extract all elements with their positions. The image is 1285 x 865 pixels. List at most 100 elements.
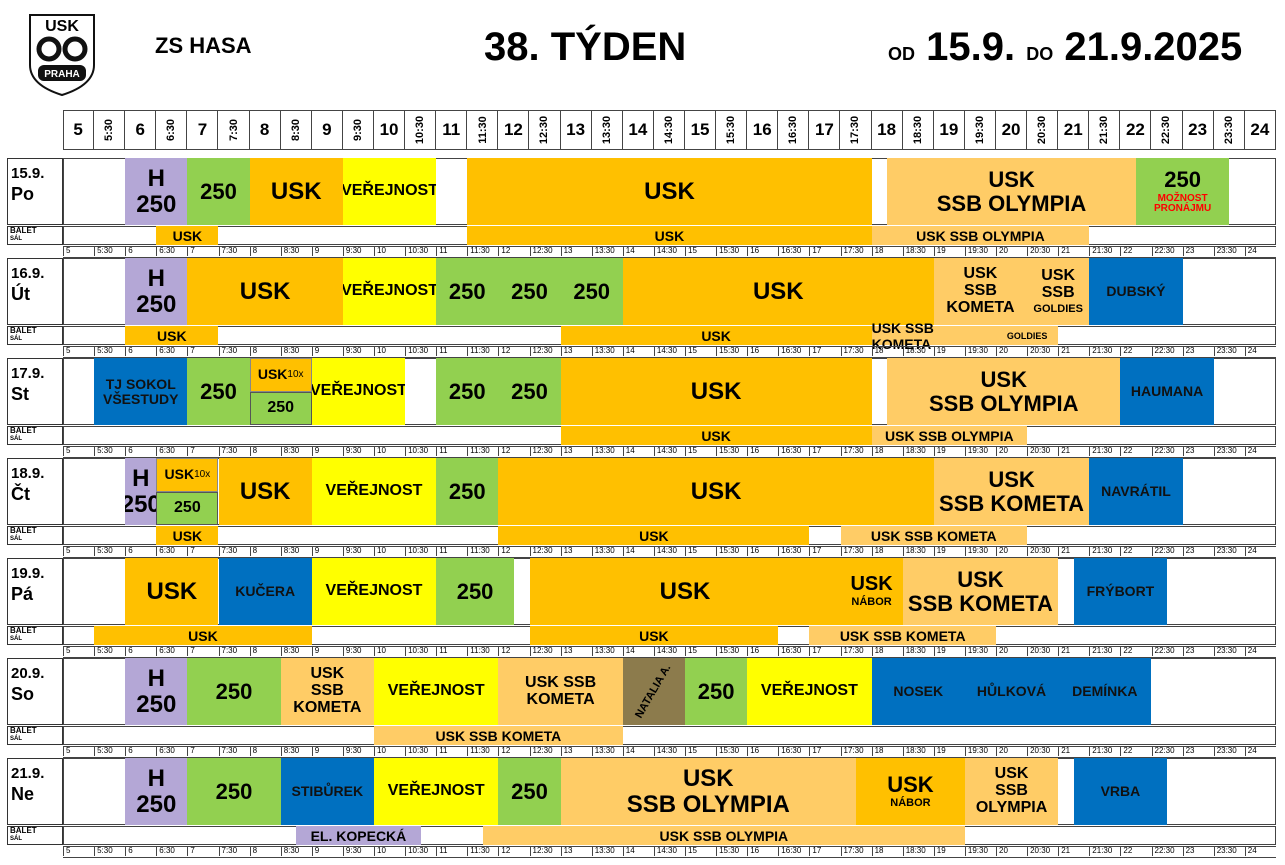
session-block[interactable]: 250 <box>187 358 250 425</box>
time-label-text: 9:30 <box>351 118 364 142</box>
session-label: 250 <box>456 578 494 604</box>
session-block[interactable]: FRÝBORT <box>1073 558 1168 625</box>
session-block[interactable]: USK SSB OLYMPIA <box>887 158 1136 225</box>
balet-session[interactable]: EL. KOPECKÁ <box>296 826 421 845</box>
session-block[interactable]: USK SSB OLYMPIA <box>560 758 857 825</box>
session-label: DEMÍNKA <box>1072 683 1138 700</box>
session-block[interactable]: NAVRÁTIL <box>1089 458 1183 525</box>
session-block[interactable]: 250 MOŽNOST PRONÁJMU <box>1135 158 1230 225</box>
time-label: 13 <box>561 110 592 150</box>
balet-session[interactable]: USK <box>125 326 219 345</box>
session-block[interactable]: USK SSB KOMETA <box>902 558 1059 625</box>
session-block[interactable]: USK SSB KOMETA <box>933 458 1090 525</box>
session-block[interactable]: 250 <box>560 258 623 325</box>
session-block[interactable]: USK 10x <box>156 458 219 492</box>
session-block[interactable]: H 250 <box>125 758 188 825</box>
session-block[interactable]: HAUMANA <box>1120 358 1214 425</box>
session-block[interactable]: USK <box>529 558 841 625</box>
mini-time-label: 11 <box>436 446 467 456</box>
session-block[interactable]: VEŘEJNOST <box>311 358 406 425</box>
session-block[interactable]: 250 <box>187 758 281 825</box>
session-block[interactable]: DUBSKÝ <box>1089 258 1183 325</box>
session-block[interactable]: USK <box>125 558 219 625</box>
session-block[interactable]: VEŘEJNOST <box>311 558 437 625</box>
mini-time-label: 23:30 <box>1213 446 1245 456</box>
session-block[interactable]: USK <box>249 158 343 225</box>
mini-time-label: 19:30 <box>964 546 996 556</box>
session-block[interactable]: USK <box>467 158 872 225</box>
session-block[interactable]: USK <box>498 458 934 525</box>
session-block[interactable]: 250 <box>436 358 499 425</box>
balet-session[interactable]: USK SSB KOMETA <box>840 526 1028 545</box>
session-block[interactable]: 250 <box>156 491 219 525</box>
session-block[interactable]: USK SSB KOMETA <box>280 658 374 725</box>
balet-session[interactable]: USK <box>156 226 219 245</box>
session-block[interactable]: USK <box>218 458 312 525</box>
sal-text: SÁL <box>10 636 22 642</box>
session-block[interactable]: VRBA <box>1073 758 1168 825</box>
balet-session[interactable]: USK <box>467 226 872 245</box>
session-block[interactable]: USK SSB OLYMPIA <box>964 758 1059 825</box>
balet-session[interactable]: USK SSB KOMETA <box>374 726 623 745</box>
session-block[interactable]: TJ SOKOL VŠESTUDY <box>94 358 188 425</box>
balet-session[interactable]: USK SSB OLYMPIA <box>482 826 965 845</box>
balet-session[interactable]: USK <box>529 626 779 645</box>
balet-session[interactable]: USK <box>560 426 872 445</box>
session-block[interactable]: 250 <box>498 258 561 325</box>
session-block[interactable]: 250 <box>436 458 499 525</box>
session-block[interactable]: USK NÁBOR <box>840 558 903 625</box>
session-block[interactable]: NATALIA A. <box>622 658 685 725</box>
session-block[interactable]: USK <box>622 258 934 325</box>
session-block[interactable]: VEŘEJNOST <box>311 458 437 525</box>
mini-time-row <box>63 746 1276 758</box>
time-label-text: 23:30 <box>1222 115 1235 145</box>
session-block[interactable]: H 250 <box>125 658 188 725</box>
session-block[interactable]: VEŘEJNOST <box>342 158 437 225</box>
session-block[interactable]: USK SSB KOMETA <box>933 258 1028 325</box>
session-block[interactable]: USK SSB KOMETA <box>498 658 623 725</box>
session-block[interactable]: VEŘEJNOST <box>374 758 499 825</box>
mini-time-label: 5 <box>63 246 94 256</box>
balet-session[interactable]: USK <box>560 326 872 345</box>
session-block[interactable]: USK SSB GOLDIES <box>1027 258 1090 325</box>
session-block[interactable]: USK 10x <box>249 358 312 392</box>
session-block[interactable]: USK <box>187 258 343 325</box>
balet-session[interactable]: GOLDIES <box>996 326 1059 345</box>
balet-session[interactable]: USK SSB OLYMPIA <box>871 426 1028 445</box>
session-block[interactable]: 250 <box>187 158 250 225</box>
session-label: TJ SOKOL <box>105 375 176 392</box>
session-block[interactable]: VEŘEJNOST <box>342 258 437 325</box>
session-block[interactable]: HŮLKOVÁ <box>964 658 1059 725</box>
session-block[interactable]: NOSEK <box>871 658 965 725</box>
session-block[interactable]: 250 <box>436 558 514 625</box>
balet-session[interactable]: USK SSB KOMETA <box>809 626 996 645</box>
session-block[interactable]: KUČERA <box>218 558 312 625</box>
session-block[interactable]: USK <box>560 358 872 425</box>
balet-session[interactable]: USK <box>156 526 219 545</box>
session-block[interactable]: H 250 <box>125 158 188 225</box>
balet-session[interactable]: USK <box>498 526 810 545</box>
session-block[interactable]: H 250 <box>125 458 157 525</box>
mini-time-label: 15 <box>685 746 716 756</box>
session-block[interactable]: 250 <box>249 391 312 425</box>
session-block[interactable]: 250 <box>436 258 499 325</box>
session-block[interactable]: VEŘEJNOST <box>374 658 499 725</box>
session-block[interactable]: 250 <box>498 758 561 825</box>
mini-time-label: 16:30 <box>778 746 809 756</box>
session-sublabel: GOLDIES <box>1033 302 1083 315</box>
mini-time-label: 19 <box>933 246 965 256</box>
session-block[interactable]: 250 <box>187 658 281 725</box>
mini-time-label: 10:30 <box>405 246 436 256</box>
session-block[interactable]: H 250 <box>125 258 188 325</box>
session-block[interactable]: USK SSB OLYMPIA <box>887 358 1121 425</box>
session-block[interactable]: USK NÁBOR <box>856 758 965 825</box>
session-block[interactable]: DEMÍNKA <box>1058 658 1152 725</box>
balet-session[interactable]: USK SSB KOMETA <box>871 320 996 352</box>
session-block[interactable]: 250 <box>498 358 561 425</box>
session-block[interactable]: STIBŮREK <box>280 758 374 825</box>
session-block[interactable]: 250 <box>685 658 748 725</box>
balet-session[interactable]: USK <box>94 626 312 645</box>
balet-session[interactable]: USK SSB OLYMPIA <box>871 226 1090 245</box>
mini-time-label: 15:30 <box>716 446 747 456</box>
session-block[interactable]: VEŘEJNOST <box>747 658 872 725</box>
